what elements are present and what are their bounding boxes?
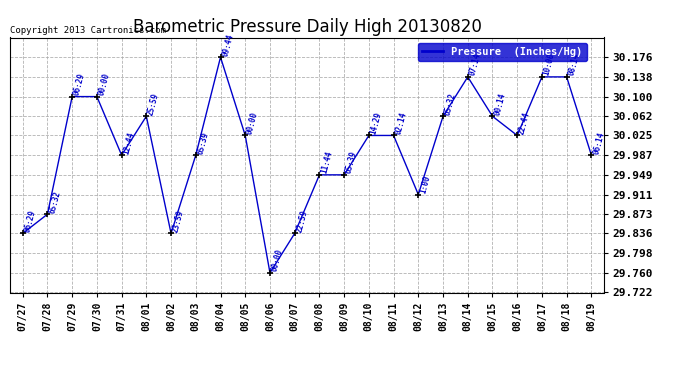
Text: 22:59: 22:59 bbox=[295, 209, 309, 233]
Text: 06:29: 06:29 bbox=[72, 72, 87, 97]
Text: 14:29: 14:29 bbox=[369, 111, 384, 135]
Text: 65:39: 65:39 bbox=[344, 150, 359, 175]
Text: 06:29: 06:29 bbox=[23, 209, 37, 233]
Text: 00:00: 00:00 bbox=[245, 111, 260, 135]
Title: Barometric Pressure Daily High 20130820: Barometric Pressure Daily High 20130820 bbox=[132, 18, 482, 36]
Text: 65:32: 65:32 bbox=[443, 92, 457, 116]
Text: 10:00: 10:00 bbox=[542, 52, 557, 77]
Text: Copyright 2013 Cartronics.com: Copyright 2013 Cartronics.com bbox=[10, 26, 166, 35]
Text: 00:00: 00:00 bbox=[270, 248, 285, 273]
Text: 00:00: 00:00 bbox=[97, 72, 112, 97]
Text: 65:32: 65:32 bbox=[48, 190, 62, 214]
Text: 02:14: 02:14 bbox=[393, 111, 408, 135]
Text: 23:59: 23:59 bbox=[171, 209, 186, 233]
Legend: Pressure  (Inches/Hg): Pressure (Inches/Hg) bbox=[418, 43, 586, 61]
Text: 09:44: 09:44 bbox=[221, 33, 235, 57]
Text: 06:14: 06:14 bbox=[591, 130, 606, 155]
Text: 65:39: 65:39 bbox=[196, 130, 210, 155]
Text: 25:59: 25:59 bbox=[146, 92, 161, 116]
Text: 11:44: 11:44 bbox=[319, 150, 334, 175]
Text: 12:44: 12:44 bbox=[121, 130, 137, 155]
Text: 22:44: 22:44 bbox=[518, 111, 532, 135]
Text: 08:14: 08:14 bbox=[566, 52, 582, 77]
Text: 00:14: 00:14 bbox=[493, 92, 507, 116]
Text: 1:00: 1:00 bbox=[418, 174, 432, 195]
Text: 07:14: 07:14 bbox=[468, 52, 482, 77]
